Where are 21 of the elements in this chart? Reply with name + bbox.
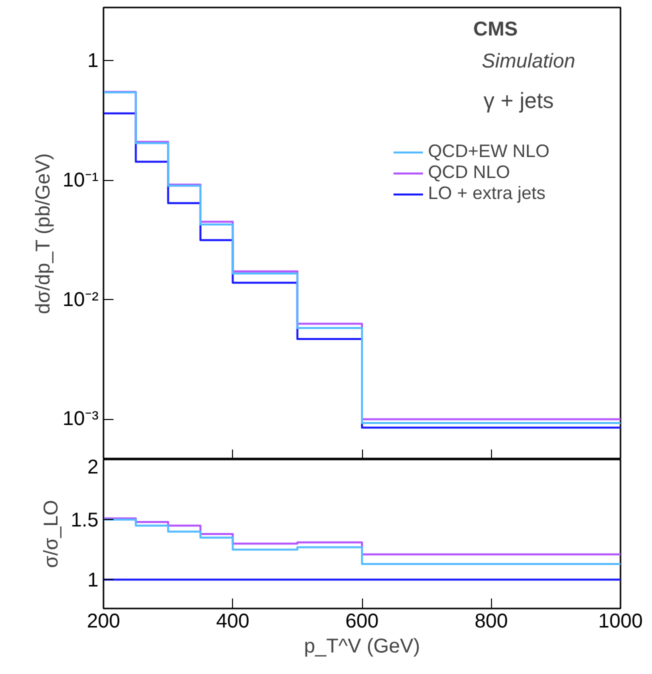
y-tick-label: 2: [87, 456, 98, 478]
legend-label: QCD NLO: [428, 162, 510, 183]
legend-label: QCD+EW NLO: [428, 141, 550, 162]
annotation: γ + jets: [484, 88, 554, 113]
x-tick-label: 600: [345, 610, 379, 632]
y-tick-label: 10⁻³: [62, 408, 99, 430]
x-tick-label: 1000: [598, 610, 643, 632]
y-axis-title: dσ/dp_T (pb/GeV): [32, 153, 55, 314]
annotation: Simulation: [482, 50, 576, 72]
y-tick-label: 10⁻¹: [62, 169, 99, 192]
legend-label: LO + extra jets: [428, 183, 546, 204]
y-tick-label: 1.5: [70, 510, 99, 532]
x-axis-title: p_T^V (GeV): [304, 636, 420, 658]
x-tick-label: 200: [86, 610, 120, 632]
x-tick-label: 800: [474, 610, 508, 632]
y-tick-label: 10⁻²: [62, 288, 99, 311]
annotation: CMS: [473, 18, 518, 40]
y-tick-label: 1: [87, 50, 98, 72]
y-tick-label: 1: [87, 570, 98, 592]
x-tick-label: 400: [216, 610, 250, 632]
y-axis-title: σ/σ_LO: [40, 500, 63, 568]
